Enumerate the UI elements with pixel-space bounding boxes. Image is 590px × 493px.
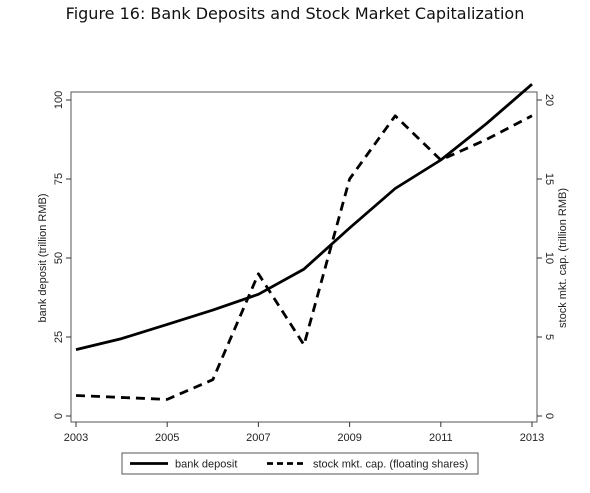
y-right-axis-title: stock mkt. cap. (trillion RMB) <box>557 188 569 328</box>
series-lines <box>75 83 533 401</box>
plot-frame <box>70 91 538 423</box>
y-left-tick-label: 0 <box>53 413 65 419</box>
legend-label-stock-mkt-cap: stock mkt. cap. (floating shares) <box>313 459 468 471</box>
y-left-axis-title: bank deposit (trillion RMB) <box>37 194 49 323</box>
y-left-tick-label: 75 <box>53 173 65 185</box>
y-right-tick-label: 0 <box>543 413 555 419</box>
legend: bank deposit stock mkt. cap. (floating sh… <box>121 452 479 475</box>
y-left-tick-label: 50 <box>53 252 65 264</box>
x-tick-label: 2013 <box>520 432 544 444</box>
x-tick-label: 2011 <box>429 432 453 444</box>
x-tick-label: 2005 <box>155 432 179 444</box>
y-right-tick-label: 20 <box>543 94 555 106</box>
x-tick-label: 2009 <box>337 432 361 444</box>
y-left-tick-label: 25 <box>53 331 65 343</box>
y-right-tick-label: 10 <box>543 252 555 264</box>
y-left-tick-label: 100 <box>53 91 65 109</box>
stock-mkt-cap-line <box>75 114 533 401</box>
x-tick-label: 2007 <box>246 432 270 444</box>
x-tick-label: 2003 <box>64 432 88 444</box>
axes: 2003 2005 2007 2009 2011 2013 0 25 50 75 100 0 5 10 15… <box>37 91 569 444</box>
bank-deposit-line <box>75 83 533 351</box>
y-right-tick-label: 15 <box>543 173 555 185</box>
y-right-tick-label: 5 <box>543 334 555 340</box>
chart-title: Figure 16: Bank Deposits and Stock Marke… <box>65 4 525 23</box>
legend-label-bank-deposit: bank deposit <box>175 459 237 471</box>
